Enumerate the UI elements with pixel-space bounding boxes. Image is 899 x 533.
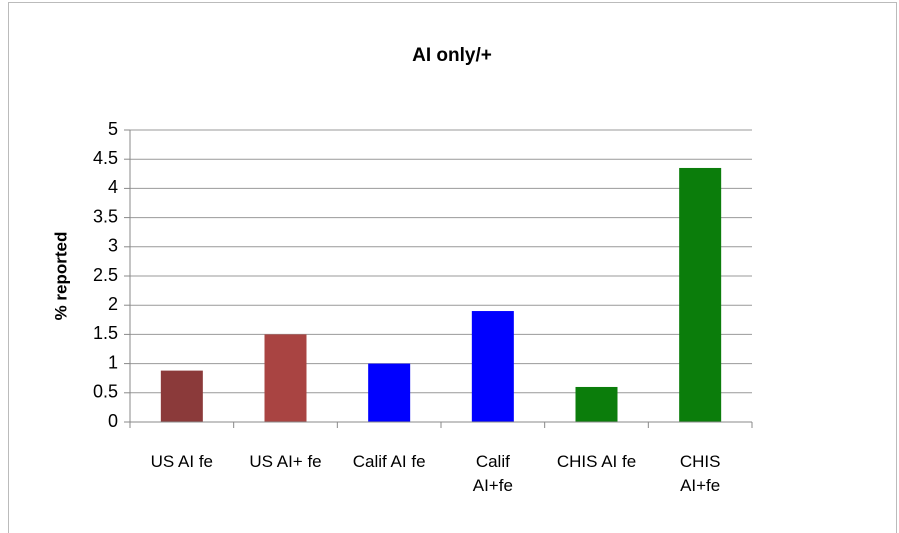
x-tick-label: CHIS AI fe xyxy=(556,452,637,471)
y-axis-label: % reported xyxy=(51,232,70,321)
bar xyxy=(160,370,203,422)
y-tick-label: 0 xyxy=(108,411,118,431)
y-tick-label: 5 xyxy=(108,119,118,139)
y-tick-label: 1.5 xyxy=(93,323,118,343)
x-tick-label: CHIS AI+fe xyxy=(679,452,721,495)
x-tick-label: US AI+ fe xyxy=(249,452,322,471)
x-tick-label: US AI fe xyxy=(150,452,214,471)
y-tick-label: 3.5 xyxy=(93,206,118,226)
y-tick-label: 0.5 xyxy=(93,382,118,402)
y-tick-label: 4 xyxy=(108,177,118,197)
bar xyxy=(679,167,722,422)
y-tick-label: 3 xyxy=(108,236,118,256)
chart-title: AI only/+ xyxy=(412,45,492,66)
y-tick-label: 1 xyxy=(108,352,118,372)
bar xyxy=(368,363,411,422)
y-tick-label: 2 xyxy=(108,294,118,314)
bar xyxy=(575,386,618,422)
y-tick-label: 4.5 xyxy=(93,148,118,168)
chart-border xyxy=(8,2,897,533)
x-tick-label: Calif AI+fe xyxy=(472,452,513,495)
y-tick-label: 2.5 xyxy=(93,265,118,285)
x-tick-label: Calif AI fe xyxy=(352,452,426,471)
bar xyxy=(264,334,307,422)
bar xyxy=(471,311,514,422)
